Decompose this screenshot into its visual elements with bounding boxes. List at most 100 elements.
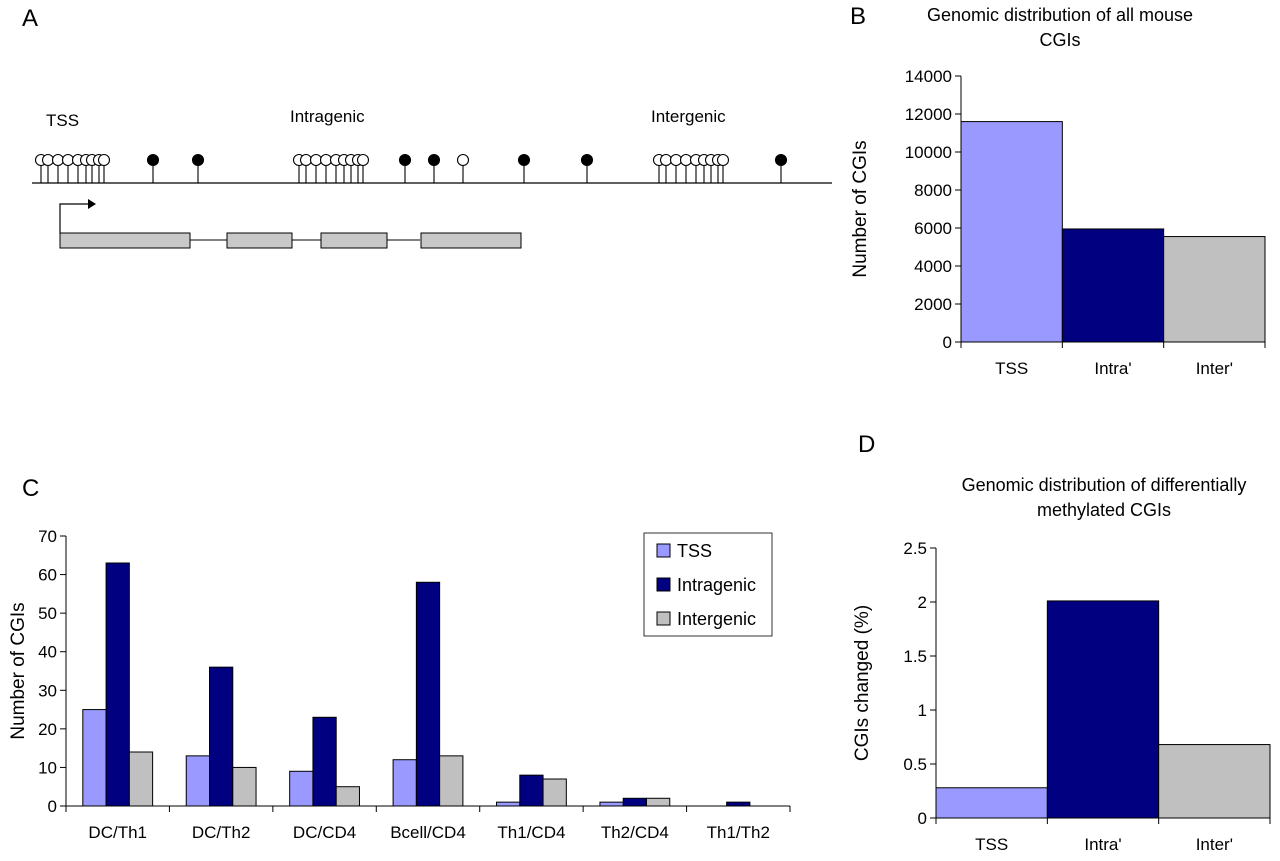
y-tick-label: 40 [38, 643, 57, 662]
bar-intra [1046, 600, 1160, 819]
bar-intergenic-th2cd4 [645, 797, 671, 807]
panel-letter-b: B [850, 3, 866, 30]
methylated-cpg-circle [146, 153, 160, 167]
bar-intragenic-bcellcd4 [415, 581, 441, 807]
y-tick-label: 14000 [905, 67, 952, 86]
unmethylated-cpg-circle [51, 153, 65, 167]
x-category-label: Bcell/CD4 [390, 823, 466, 842]
unmethylated-cpg-circle [299, 153, 313, 167]
bar-intragenic-th1cd4 [519, 774, 544, 807]
y-tick-label: 10 [38, 758, 57, 777]
y-axis-title: Number of CGIs [8, 602, 29, 739]
bar-intra [1061, 228, 1165, 343]
bar-intragenic-dcth2 [209, 666, 234, 807]
y-tick-label: 50 [38, 604, 57, 623]
legend-swatch-tss [656, 543, 671, 558]
methylated-cpg-circle [427, 153, 441, 167]
diagram-label-intragenic: Intragenic [290, 107, 365, 126]
chart-title: methylated CGIs [1037, 500, 1171, 520]
panel-letter-c: C [22, 475, 39, 502]
unmethylated-cpg-circle [679, 153, 693, 167]
exon-2 [226, 232, 293, 249]
methylated-cpg-circle [580, 153, 594, 167]
y-tick-label: 2000 [914, 295, 952, 314]
methylated-cpg-circle [191, 153, 205, 167]
y-tick-label: 0.5 [903, 755, 927, 774]
bar-intergenic-dcth2 [232, 766, 257, 807]
unmethylated-cpg-circle [356, 153, 370, 167]
x-category-label: DC/Th1 [88, 823, 147, 842]
unmethylated-cpg-circle [309, 153, 323, 167]
chart-title: Genomic distribution of differentially [962, 475, 1247, 495]
bar-intergenic-th1cd4 [542, 778, 567, 807]
bar-tss-th1cd4 [496, 801, 521, 807]
exon-4 [420, 232, 522, 249]
x-category-label: Th2/CD4 [601, 823, 669, 842]
chart-title: CGIs [1039, 30, 1080, 50]
chart-c: 0 10 20 30 40 50 60 70 DC/Th1 DC/Th2 DC/CD4 Bcell/C… [8, 527, 791, 842]
y-axis-title: CGIs changed (%) [852, 605, 873, 761]
chart-b: Genomic distribution of all mouse CGIs 0 20… [850, 5, 1266, 378]
x-category-label: DC/CD4 [293, 823, 356, 842]
exon-1 [59, 232, 191, 249]
legend-label-tss: TSS [677, 541, 712, 561]
genomic-diagram: TSS Intragenic Intergenic [32, 107, 832, 249]
unmethylated-cpg-circle [456, 153, 470, 167]
unmethylated-cpg-circle [319, 153, 333, 167]
y-tick-label: 2.5 [903, 539, 927, 558]
bar-intragenic-dccd4 [312, 716, 337, 807]
y-tick-label: 1 [918, 701, 927, 720]
bar-intragenic-th2cd4 [622, 797, 647, 807]
x-category-label: TSS [975, 835, 1008, 854]
bar-tss-bcellcd4 [392, 759, 417, 807]
diagram-label-tss: TSS [46, 111, 79, 130]
x-category-label: Intra' [1084, 835, 1121, 854]
y-tick-label: 2 [918, 593, 927, 612]
bar-inter [1163, 236, 1266, 343]
y-tick-label: 8000 [914, 181, 952, 200]
diagram-label-intergenic: Intergenic [651, 107, 726, 126]
legend-swatch-intergenic [656, 611, 671, 626]
x-category-label: Inter' [1196, 835, 1233, 854]
y-tick-label: 1.5 [903, 647, 927, 666]
bar-inter [1158, 744, 1271, 819]
tss-arrow-head [88, 199, 96, 209]
unmethylated-cpg-circle [669, 153, 683, 167]
cpg-lollipops [34, 153, 788, 183]
x-category-label: Th1/Th2 [707, 823, 770, 842]
y-tick-label: 20 [38, 720, 57, 739]
bar-tss [935, 787, 1048, 819]
legend-label-intragenic: Intragenic [677, 575, 756, 595]
bar-tss-dcth2 [185, 755, 211, 807]
x-category-label: Inter' [1196, 359, 1233, 378]
x-category-label: TSS [995, 359, 1028, 378]
y-tick-label: 30 [38, 681, 57, 700]
exon-3 [320, 232, 388, 249]
legend-label-intergenic: Intergenic [677, 609, 756, 629]
tss-arrow [59, 203, 92, 233]
y-tick-label: 0 [48, 797, 57, 816]
bar-intergenic-dccd4 [335, 786, 360, 807]
bar-tss-dcth1 [82, 709, 107, 807]
bar-tss [960, 121, 1063, 343]
y-tick-label: 0 [918, 809, 927, 828]
bar-tss-th2cd4 [599, 801, 624, 807]
methylated-cpg-circle [774, 153, 788, 167]
chart-title: Genomic distribution of all mouse [927, 5, 1193, 25]
x-category-label: Th1/CD4 [497, 823, 565, 842]
unmethylated-cpg-circle [41, 153, 55, 167]
y-axis-title: Number of CGIs [850, 140, 871, 277]
x-category-label: DC/Th2 [192, 823, 251, 842]
unmethylated-cpg-circle [97, 153, 111, 167]
panel-letter-d: D [858, 431, 875, 458]
y-tick-label: 4000 [914, 257, 952, 276]
chart-d: Genomic distribution of differentially me… [852, 475, 1271, 854]
y-tick-label: 6000 [914, 219, 952, 238]
methylated-cpg-circle [398, 153, 412, 167]
y-tick-label: 70 [38, 527, 57, 546]
bar-intergenic-bcellcd4 [439, 755, 464, 807]
unmethylated-cpg-circle [716, 153, 730, 167]
y-tick-label: 60 [38, 566, 57, 585]
unmethylated-cpg-circle [659, 153, 673, 167]
